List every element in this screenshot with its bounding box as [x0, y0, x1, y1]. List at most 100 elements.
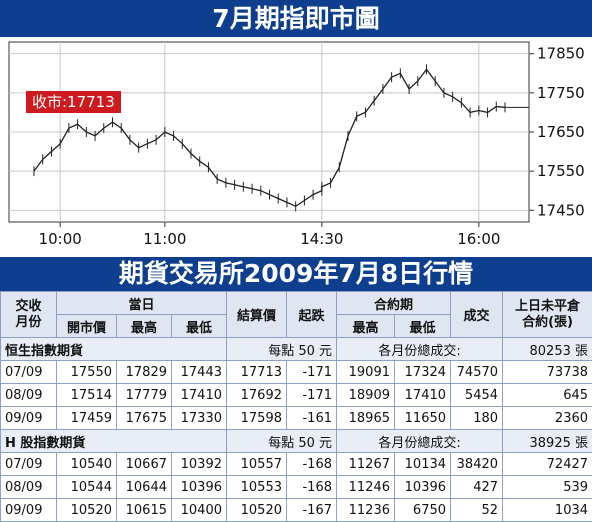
x-tick-label: 14:30 [300, 230, 343, 248]
y-tick-label: 17850 [537, 45, 585, 63]
col-open-interest: 上日未平倉 合約(張) [503, 292, 592, 338]
group-name: 恒生指數期貨 [1, 338, 227, 361]
table-cell: 17514 [57, 384, 117, 407]
col-open: 開市價 [57, 315, 117, 338]
table-cell: 17410 [172, 384, 227, 407]
group-row: H 股指數期貨每點 50 元各月份總成交:38925 張 [1, 430, 592, 453]
group-unit: 每點 50 元 [227, 338, 337, 361]
table-cell: 10540 [57, 453, 117, 476]
col-high: 最高 [117, 315, 172, 338]
table-cell: 10615 [117, 499, 172, 522]
table-cell: 427 [451, 476, 503, 499]
col-group-day: 當日 [57, 292, 227, 315]
table-cell: 10667 [117, 453, 172, 476]
table-cell: 17443 [172, 361, 227, 384]
chart-svg: 17850 17750 17650 17550 17450 10:00 11:00 14:30… [0, 37, 592, 257]
table-cell: 5454 [451, 384, 503, 407]
x-tick-label: 10:00 [39, 230, 82, 248]
y-tick-label: 17550 [537, 162, 585, 180]
chart-title: 7月期指即市圖 [0, 0, 592, 37]
table-cell: 07/09 [1, 453, 57, 476]
group-row: 恒生指數期貨每點 50 元各月份總成交:80253 張 [1, 338, 592, 361]
table-cell: 17550 [57, 361, 117, 384]
y-tick-label: 17450 [537, 201, 585, 219]
table-cell: -171 [287, 361, 337, 384]
table-cell: 11246 [337, 476, 395, 499]
table-cell: -161 [287, 407, 337, 430]
group-total-label: 各月份總成交: [337, 338, 503, 361]
table-cell: 19091 [337, 361, 395, 384]
futures-table: 交收 月份 當日 結算價 起跌 合約期 成交 上日未平倉 合約(張) 開市價 最… [0, 291, 592, 522]
table-cell: 10520 [227, 499, 287, 522]
table-cell: 72427 [503, 453, 592, 476]
y-tick-label: 17650 [537, 123, 585, 141]
col-change: 起跌 [287, 292, 337, 338]
y-tick-label: 17750 [537, 84, 585, 102]
group-name: H 股指數期貨 [1, 430, 227, 453]
table-cell: 17330 [172, 407, 227, 430]
table-cell: 10134 [395, 453, 451, 476]
intraday-chart: 17850 17750 17650 17550 17450 10:00 11:00 14:30… [0, 37, 592, 257]
table-cell: 17459 [57, 407, 117, 430]
x-tick-label: 11:00 [143, 230, 186, 248]
table-cell: 17324 [395, 361, 451, 384]
table-cell: 11236 [337, 499, 395, 522]
group-total: 38925 張 [503, 430, 592, 453]
table-cell: 539 [503, 476, 592, 499]
table-cell: 17713 [227, 361, 287, 384]
table-cell: 645 [503, 384, 592, 407]
table-cell: 08/09 [1, 384, 57, 407]
table-cell: 73738 [503, 361, 592, 384]
table-cell: 11650 [395, 407, 451, 430]
x-tick-label: 16:00 [457, 230, 500, 248]
table-cell: 09/09 [1, 499, 57, 522]
table-cell: 38420 [451, 453, 503, 476]
group-total: 80253 張 [503, 338, 592, 361]
table-cell: 08/09 [1, 476, 57, 499]
col-month: 交收 月份 [1, 292, 57, 338]
table-cell: 10553 [227, 476, 287, 499]
table-cell: 10644 [117, 476, 172, 499]
table-cell: 10392 [172, 453, 227, 476]
table-cell: 17829 [117, 361, 172, 384]
table-cell: -168 [287, 453, 337, 476]
table-cell: -167 [287, 499, 337, 522]
table-cell: 2360 [503, 407, 592, 430]
table-cell: 10396 [172, 476, 227, 499]
table-cell: -171 [287, 384, 337, 407]
table-cell: 10557 [227, 453, 287, 476]
table-cell: 18909 [337, 384, 395, 407]
group-unit: 每點 50 元 [227, 430, 337, 453]
table-cell: 17675 [117, 407, 172, 430]
table-cell: 10544 [57, 476, 117, 499]
table-cell: 52 [451, 499, 503, 522]
table-cell: 11267 [337, 453, 395, 476]
table-cell: 17410 [395, 384, 451, 407]
table-cell: -168 [287, 476, 337, 499]
table-cell: 1034 [503, 499, 592, 522]
col-group-contract: 合約期 [337, 292, 451, 315]
col-settle: 結算價 [227, 292, 287, 338]
table-cell: 18965 [337, 407, 395, 430]
table-cell: 07/09 [1, 361, 57, 384]
table-cell: 09/09 [1, 407, 57, 430]
table-cell: 74570 [451, 361, 503, 384]
col-low: 最低 [172, 315, 227, 338]
table-cell: 17779 [117, 384, 172, 407]
col-contract-low: 最低 [395, 315, 451, 338]
group-total-label: 各月份總成交: [337, 430, 503, 453]
table-title: 期貨交易所2009年7月8日行情 [0, 257, 592, 291]
close-badge: 收市:17713 [26, 91, 121, 113]
table-cell: 6750 [395, 499, 451, 522]
col-contract-high: 最高 [337, 315, 395, 338]
col-volume: 成交 [451, 292, 503, 338]
table-cell: 17598 [227, 407, 287, 430]
table-cell: 180 [451, 407, 503, 430]
